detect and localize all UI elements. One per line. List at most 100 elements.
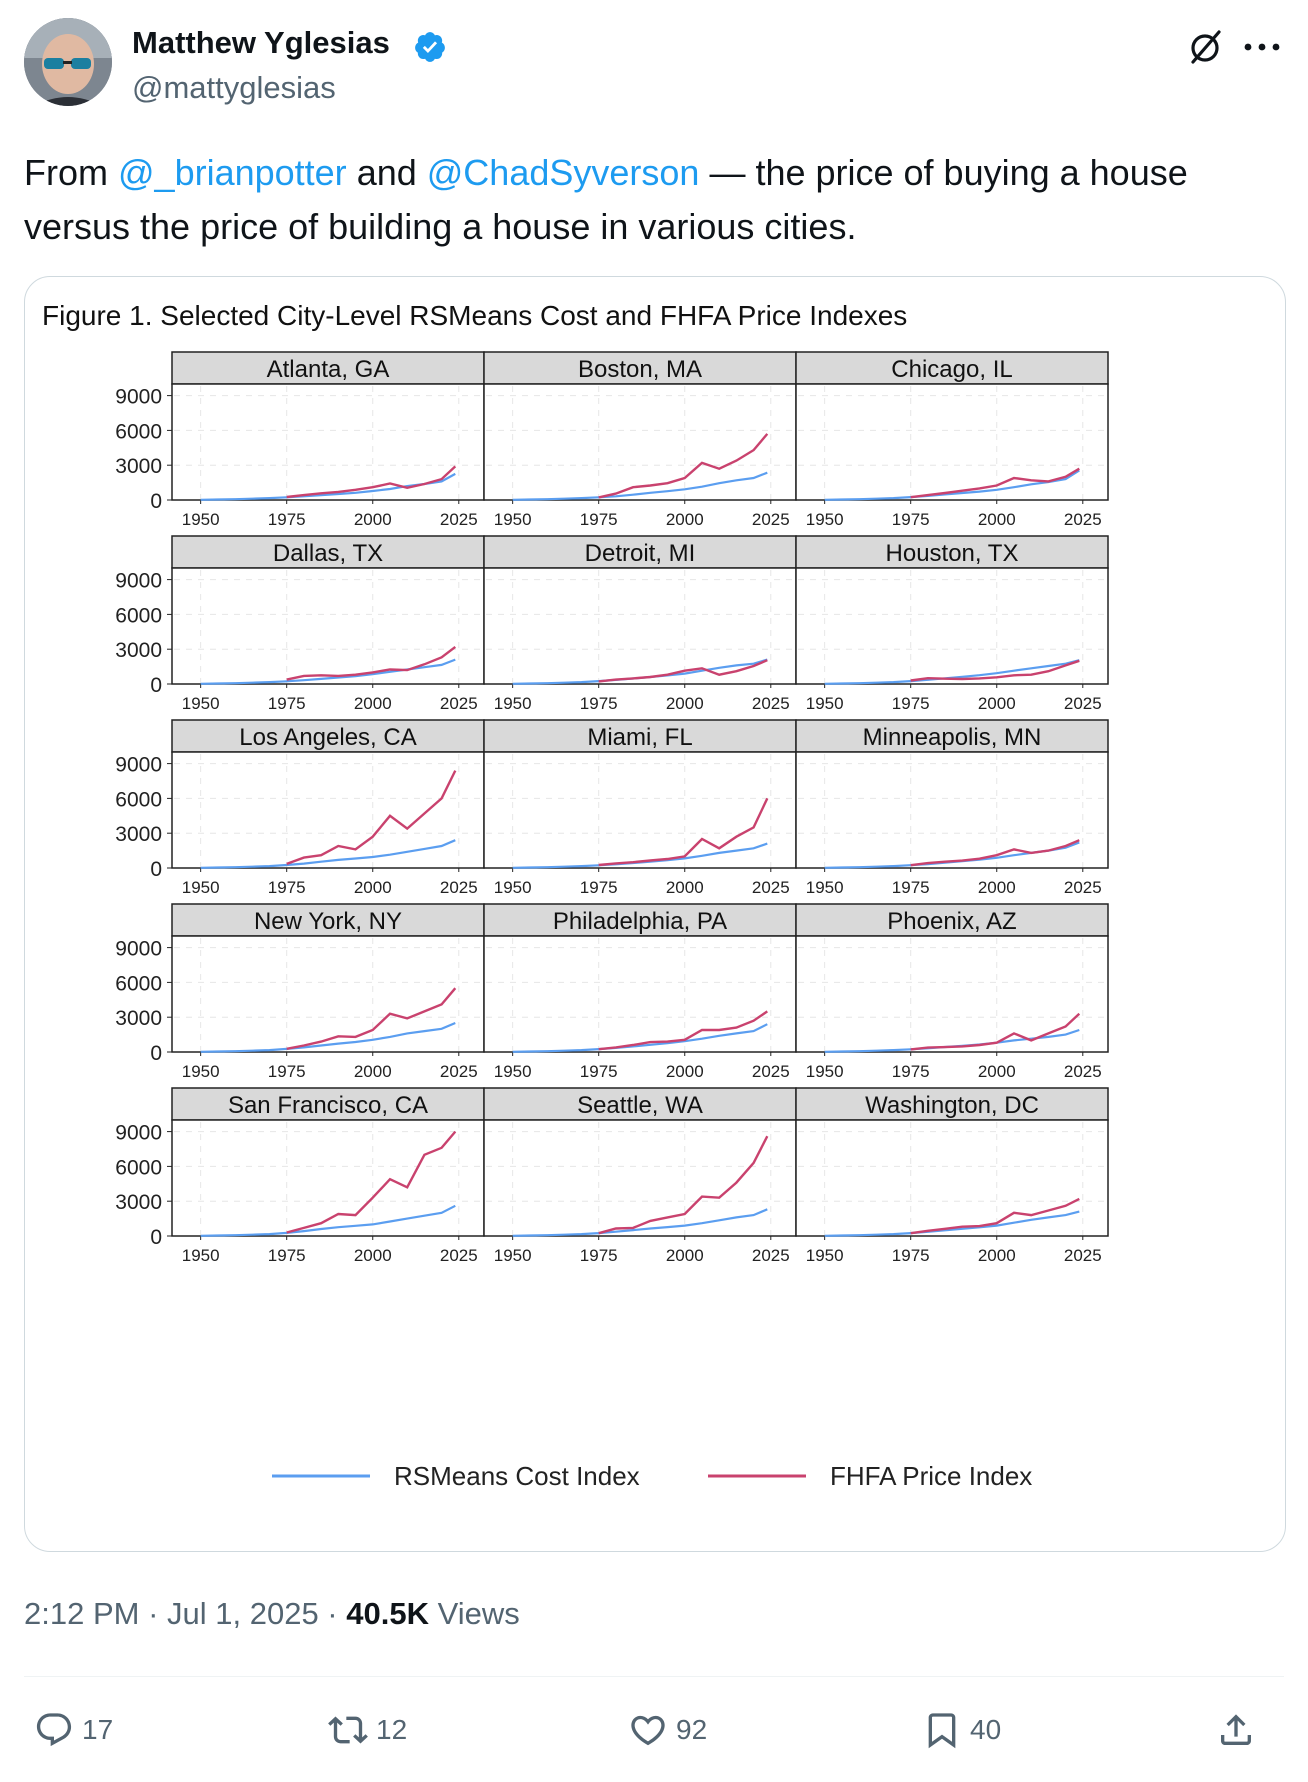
fhfa-price-line [598, 1010, 768, 1051]
tweet-time[interactable]: 2:12 PM [24, 1596, 140, 1631]
author-handle[interactable]: @mattyglesias [132, 70, 336, 105]
x-tick-label: 1950 [806, 694, 844, 713]
y-tick-label: 0 [150, 1226, 162, 1249]
panel-title: Minneapolis, MN [863, 724, 1042, 751]
panel-plot-area [795, 567, 1109, 685]
share-button[interactable] [1216, 1706, 1256, 1754]
like-count: 92 [676, 1714, 708, 1745]
views-label: Views [428, 1596, 520, 1631]
y-tick-label: 6000 [115, 1156, 162, 1179]
x-tick-label: 2025 [752, 510, 790, 529]
y-tick-label: 9000 [115, 938, 162, 961]
panel-title: San Francisco, CA [228, 1092, 428, 1119]
x-tick-label: 2000 [354, 510, 392, 529]
fhfa-price-line [910, 1197, 1080, 1235]
y-tick-label: 6000 [115, 788, 162, 811]
panel-strip [171, 1087, 485, 1121]
legend-fhfa-label: FHFA Price Index [830, 1461, 1032, 1491]
avatar-image [24, 18, 112, 106]
reply-button[interactable]: 17 [34, 1706, 113, 1754]
fhfa-price-line [286, 645, 457, 681]
x-tick-label: 2000 [666, 878, 704, 897]
panel-plot-area [483, 1119, 797, 1237]
panel-title: New York, NY [254, 908, 402, 935]
repost-icon [328, 1716, 368, 1744]
fhfa-price-line [910, 839, 1080, 867]
avatar[interactable] [24, 18, 112, 106]
panel-plot-area [483, 383, 797, 501]
x-tick-label: 2025 [1064, 1246, 1102, 1265]
timestamp-separator: · [139, 1596, 168, 1631]
panel-strip [795, 903, 1109, 937]
grok-icon[interactable] [1184, 26, 1226, 68]
y-tick-label: 3000 [115, 823, 162, 846]
rsmeans-cost-line [200, 1204, 456, 1237]
panel-strip [795, 535, 1109, 569]
timestamp-separator: · [318, 1596, 347, 1631]
x-tick-label: 1950 [806, 1062, 844, 1081]
x-tick-label: 2000 [978, 1062, 1016, 1081]
x-tick-label: 2025 [752, 1246, 790, 1265]
repost-count: 12 [376, 1714, 408, 1745]
panel-title: Los Angeles, CA [239, 724, 416, 751]
x-tick-label: 2000 [978, 1246, 1016, 1265]
y-tick-label: 6000 [115, 604, 162, 627]
panel-plot-area [171, 935, 485, 1053]
x-tick-label: 2025 [1064, 878, 1102, 897]
y-tick-label: 9000 [115, 386, 162, 409]
legend-rsmeans-label: RSMeans Cost Index [394, 1461, 640, 1491]
reply-count: 17 [82, 1714, 114, 1745]
x-tick-label: 1950 [182, 694, 220, 713]
x-tick-label: 2000 [354, 1062, 392, 1081]
panel-plot-area [795, 935, 1109, 1053]
like-icon [631, 1715, 665, 1746]
panel-title: Chicago, IL [891, 356, 1012, 383]
mention-brianpotter[interactable]: @_brianpotter [118, 152, 347, 193]
tweet-date[interactable]: Jul 1, 2025 [167, 1596, 319, 1631]
fhfa-price-line [286, 770, 457, 866]
mention-chadsyverson[interactable]: @ChadSyverson [426, 152, 700, 193]
x-tick-label: 1975 [580, 510, 618, 529]
x-tick-label: 1975 [580, 694, 618, 713]
x-tick-label: 1975 [892, 1246, 930, 1265]
more-icon[interactable] [1240, 26, 1284, 68]
tweet-timestamp: 2:12 PM · Jul 1, 2025 · 40.5K Views [24, 1596, 520, 1632]
x-tick-label: 1975 [892, 1062, 930, 1081]
x-tick-label: 2025 [1064, 510, 1102, 529]
rsmeans-cost-line [824, 1210, 1080, 1237]
x-tick-label: 1975 [892, 510, 930, 529]
tweet-text-prefix: From [24, 152, 118, 193]
like-button[interactable]: 92 [628, 1706, 707, 1754]
panel-strip [171, 719, 485, 753]
repost-button[interactable]: 12 [328, 1706, 407, 1754]
x-tick-label: 1950 [494, 1246, 532, 1265]
y-tick-label: 3000 [115, 1191, 162, 1214]
author-name[interactable]: Matthew Yglesias [132, 25, 390, 60]
panel-strip [483, 903, 797, 937]
panel-plot-area [483, 935, 797, 1053]
panel-strip [171, 903, 485, 937]
x-tick-label: 1950 [182, 1062, 220, 1081]
y-tick-label: 6000 [115, 972, 162, 995]
y-tick-label: 6000 [115, 420, 162, 443]
bookmark-button[interactable]: 40 [922, 1706, 1001, 1754]
x-tick-label: 1950 [182, 878, 220, 897]
y-tick-label: 9000 [115, 1122, 162, 1145]
panel-strip [171, 351, 485, 385]
fhfa-price-line [598, 433, 769, 499]
tweet-text-mid: and [346, 152, 427, 193]
panel-plot-area [795, 751, 1109, 869]
panel-title: Phoenix, AZ [887, 908, 1016, 935]
x-tick-label: 2025 [752, 694, 790, 713]
x-tick-label: 1975 [580, 1246, 618, 1265]
x-tick-label: 1950 [494, 1062, 532, 1081]
panel-title: Miami, FL [587, 724, 692, 751]
share-icon [1221, 1714, 1251, 1745]
x-tick-label: 1950 [806, 1246, 844, 1265]
x-tick-label: 2025 [440, 694, 478, 713]
view-count: 40.5K [346, 1596, 429, 1631]
fhfa-price-line [910, 1012, 1081, 1051]
x-tick-label: 1975 [268, 878, 306, 897]
x-tick-label: 2000 [978, 510, 1016, 529]
panel-title: Detroit, MI [585, 540, 696, 567]
